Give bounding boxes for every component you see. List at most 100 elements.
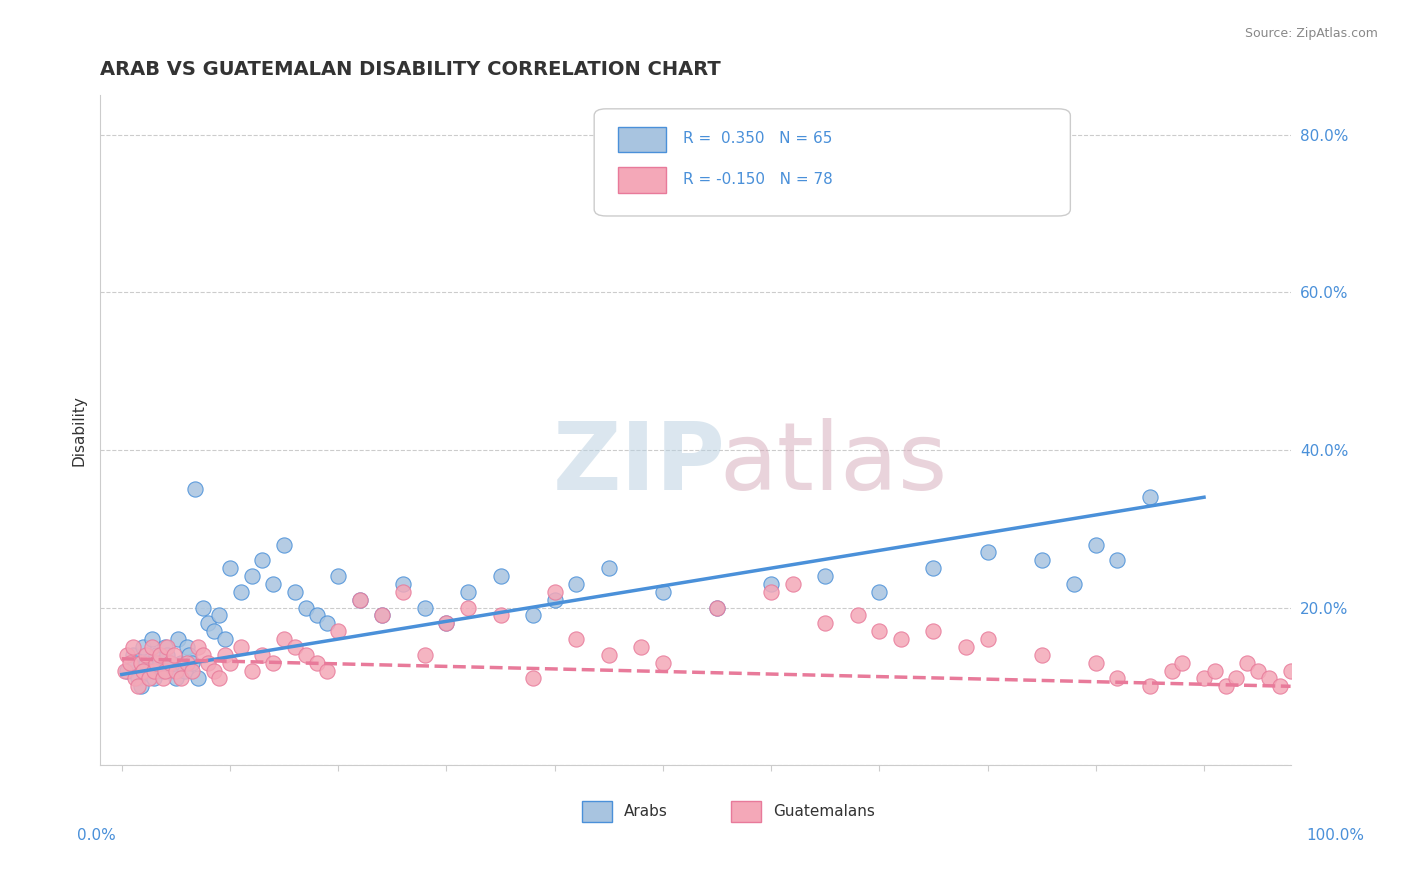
Point [413,648,436,662]
Point [127,679,149,693]
Point [132,640,155,654]
Point [706,600,728,615]
Text: atlas: atlas [720,417,948,509]
FancyBboxPatch shape [595,109,1070,216]
Point [1258,672,1281,686]
Point [759,577,782,591]
Point [316,664,339,678]
Point [1247,664,1270,678]
Point [598,561,620,575]
Point [197,656,219,670]
Point [124,656,146,670]
Y-axis label: Disability: Disability [72,395,86,466]
Point [955,640,977,654]
Point [138,672,160,686]
Point [782,577,804,591]
Point [153,640,176,654]
Text: Source: ZipAtlas.com: Source: ZipAtlas.com [1244,27,1378,40]
Point [208,672,231,686]
Point [121,648,143,662]
Point [651,584,673,599]
Point [457,584,479,599]
Point [976,632,998,646]
Point [127,672,149,686]
Point [181,656,204,670]
Point [814,569,837,583]
Point [1236,656,1258,670]
Point [186,672,208,686]
Point [1139,679,1161,693]
Point [565,632,588,646]
Point [143,672,166,686]
Point [922,624,945,639]
Point [145,656,167,670]
Point [349,592,371,607]
Point [565,577,588,591]
Point [1268,679,1291,693]
Point [163,648,186,662]
Point [1215,679,1237,693]
Point [115,648,138,662]
Point [370,608,392,623]
Text: ARAB VS GUATEMALAN DISABILITY CORRELATION CHART: ARAB VS GUATEMALAN DISABILITY CORRELATIO… [100,60,721,78]
Point [156,648,179,662]
FancyBboxPatch shape [731,801,761,822]
Point [1225,672,1247,686]
Point [121,640,143,654]
Point [890,632,912,646]
Point [143,664,166,678]
Point [186,640,208,654]
Point [846,608,869,623]
Point [1171,656,1194,670]
Point [115,664,138,678]
Point [202,664,225,678]
Point [208,608,231,623]
Point [868,624,890,639]
Point [229,640,252,654]
Point [294,648,316,662]
Point [167,632,190,646]
Point [135,656,157,670]
Point [1031,553,1053,567]
Point [814,616,837,631]
Point [165,664,187,678]
Point [1107,672,1129,686]
Point [392,584,415,599]
Point [124,672,146,686]
Point [152,664,174,678]
Point [132,664,155,678]
Point [316,616,339,631]
Point [522,672,544,686]
Point [163,664,186,678]
Point [159,656,181,670]
Text: Arabs: Arabs [624,805,668,820]
Point [868,584,890,599]
Point [522,608,544,623]
Point [176,656,198,670]
Point [170,672,193,686]
Text: 100.0%: 100.0% [1306,828,1364,843]
Point [141,640,163,654]
Point [153,664,176,678]
Point [252,553,274,567]
Point [159,656,181,670]
Point [191,600,214,615]
Point [489,608,512,623]
Point [1279,664,1302,678]
Point [1031,648,1053,662]
Point [120,656,142,670]
Point [129,679,152,693]
Point [176,640,198,654]
Point [1063,577,1085,591]
Point [544,592,567,607]
Point [630,640,652,654]
Point [129,656,152,670]
Point [191,648,214,662]
Point [229,584,252,599]
Point [1107,553,1129,567]
Point [152,672,174,686]
Text: ZIP: ZIP [553,417,725,509]
Point [184,483,207,497]
FancyBboxPatch shape [582,801,612,822]
Point [149,648,172,662]
